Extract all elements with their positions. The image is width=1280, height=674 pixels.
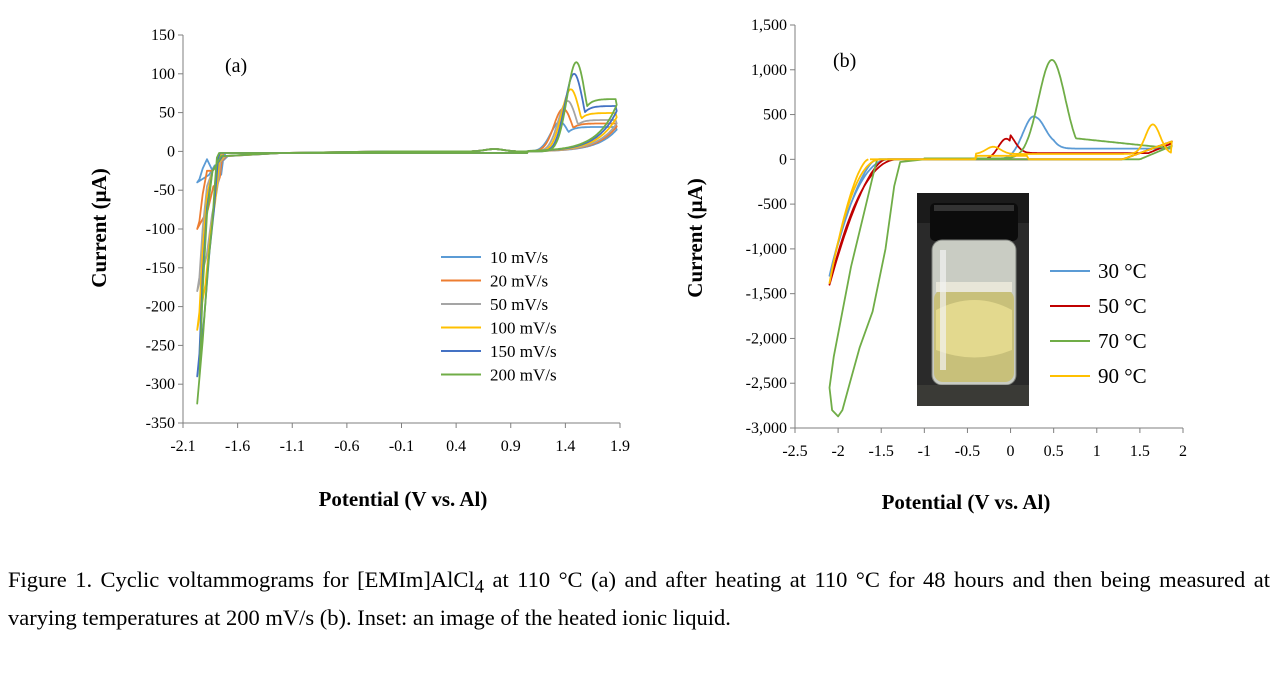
chart-a-axes xyxy=(178,34,621,428)
chart-b-y-tick-labels: -3,000 -2,500 -2,000 -1,500 -1,000 -500 0 500 1,… xyxy=(746,17,787,437)
chart-b-legend-label: 50 °C xyxy=(1098,294,1147,318)
chart-b-legend-label: 90 °C xyxy=(1098,364,1147,388)
chart-b-y-tick-label: 0 xyxy=(779,151,787,168)
chart-b-y-tick-label: 1,500 xyxy=(751,17,787,34)
caption-text-end: at 110 °C (a) and after heating at 110 °… xyxy=(8,567,1270,630)
chart-b-x-axis-title: Potential (V vs. Al) xyxy=(882,490,1051,514)
chart-a-x-tick-label: -2.1 xyxy=(170,438,195,455)
chart-a-y-tick-label: -150 xyxy=(146,260,175,277)
chart-a-x-tick-label: -0.6 xyxy=(334,438,359,455)
chart-a-legend: 10 mV/s 20 mV/s 50 mV/s 100 mV/s 150 mV/s 200… xyxy=(441,248,557,385)
chart-b-y-tick-label: -2,500 xyxy=(746,375,787,392)
chart-b-x-tick-label: 0.5 xyxy=(1044,443,1064,460)
chart-a-x-axis-title: Potential (V vs. Al) xyxy=(319,487,488,511)
chart-b-x-tick-label: 1.5 xyxy=(1130,443,1150,460)
chart-a-x-tick-label: 0.4 xyxy=(446,438,466,455)
chart-a-y-tick-label: -50 xyxy=(154,182,175,199)
chart-b-x-tick-label: -2 xyxy=(831,443,844,460)
chart-a-series-line-1 xyxy=(196,107,618,230)
chart-b-y-tick-label: 500 xyxy=(763,107,787,124)
chart-a-y-tick-label: -350 xyxy=(146,415,175,432)
chart-a-legend-label: 200 mV/s xyxy=(490,366,557,385)
chart-a-y-tick-label: -100 xyxy=(146,221,175,238)
chart-a-y-tick-label: 150 xyxy=(151,27,175,44)
figure: -2.1 -1.6 -1.1 -0.6 -0.1 0.4 0.9 1.4 1.9 -350 -30… xyxy=(87,17,1187,514)
chart-b-x-tick-label: -1 xyxy=(918,443,931,460)
chart-a-legend-label: 10 mV/s xyxy=(490,248,548,267)
chart-b-y-tick-label: -3,000 xyxy=(746,420,787,437)
chart-a-y-tick-label: 100 xyxy=(151,66,175,83)
chart-a-x-tick-label: -1.1 xyxy=(280,438,305,455)
chart-b-legend-label: 30 °C xyxy=(1098,259,1147,283)
chart-a-y-tick-label: -300 xyxy=(146,376,175,393)
chart-a-series-line-5 xyxy=(196,61,618,405)
chart-a-y-tick-label: -250 xyxy=(146,337,175,354)
inset-photo-vial xyxy=(917,193,1029,406)
chart-a-y-tick-label: -200 xyxy=(146,299,175,316)
chart-a-y-tick-labels: -350 -300 -250 -200 -150 -100 -50 0 50 100 150 xyxy=(146,27,175,432)
chart-b-series-line-2 xyxy=(828,59,1173,418)
chart-a-y-axis-title: Current (μA) xyxy=(87,168,111,287)
caption-subscript: 4 xyxy=(474,576,485,598)
chart-a-x-tick-label: -0.1 xyxy=(389,438,414,455)
chart-b-legend-label: 70 °C xyxy=(1098,329,1147,353)
chart-a: -2.1 -1.6 -1.1 -0.6 -0.1 0.4 0.9 1.4 1.9 -350 -30… xyxy=(87,27,630,511)
chart-a-x-tick-labels: -2.1 -1.6 -1.1 -0.6 -0.1 0.4 0.9 1.4 1.9 xyxy=(170,438,630,455)
chart-b-x-tick-label: -1.5 xyxy=(869,443,894,460)
chart-b-curves xyxy=(828,59,1173,418)
caption-text-start: Figure 1. Cyclic voltammograms for [EMIm… xyxy=(8,567,475,592)
chart-b-x-tick-label: -0.5 xyxy=(955,443,980,460)
chart-a-x-tick-label: 1.4 xyxy=(555,438,575,455)
chart-a-x-tick-label: 1.9 xyxy=(610,438,630,455)
chart-b-panel-label: (b) xyxy=(833,50,856,72)
chart-a-x-tick-label: 0.9 xyxy=(501,438,521,455)
chart-b-x-tick-label: 2 xyxy=(1179,443,1187,460)
chart-a-y-tick-label: 0 xyxy=(167,143,175,160)
chart-b-x-tick-label: 0 xyxy=(1007,443,1015,460)
chart-a-curves xyxy=(196,61,618,405)
chart-a-legend-label: 20 mV/s xyxy=(490,272,548,291)
chart-b-y-tick-label: -500 xyxy=(758,196,787,213)
chart-a-x-tick-label: -1.6 xyxy=(225,438,250,455)
chart-b-y-tick-label: -2,000 xyxy=(746,330,787,347)
chart-a-legend-label: 100 mV/s xyxy=(490,319,557,338)
chart-b: -2.5 -2 -1.5 -1 -0.5 0 0.5 1 1.5 2 -3,000 -2,500 -2… xyxy=(683,17,1187,514)
chart-a-panel-label: (a) xyxy=(225,55,247,77)
chart-b-y-axis-title: Current (μA) xyxy=(683,178,707,297)
chart-b-y-tick-label: -1,000 xyxy=(746,241,787,258)
chart-b-legend: 30 °C 50 °C 70 °C 90 °C xyxy=(1050,259,1147,388)
chart-b-x-tick-label: 1 xyxy=(1093,443,1101,460)
chart-b-x-tick-labels: -2.5 -2 -1.5 -1 -0.5 0 0.5 1 1.5 2 xyxy=(782,443,1187,460)
chart-a-legend-label: 50 mV/s xyxy=(490,295,548,314)
chart-b-x-tick-label: -2.5 xyxy=(782,443,807,460)
chart-b-y-tick-label: -1,500 xyxy=(746,286,787,303)
chart-b-y-tick-label: 1,000 xyxy=(751,62,787,79)
chart-a-legend-label: 150 mV/s xyxy=(490,342,557,361)
figure-caption: Figure 1. Cyclic voltammograms for [EMIm… xyxy=(8,565,1270,633)
chart-b-axes xyxy=(790,24,1184,433)
chart-a-y-tick-label: 50 xyxy=(159,105,175,122)
chart-b-series-line-3 xyxy=(828,123,1173,284)
